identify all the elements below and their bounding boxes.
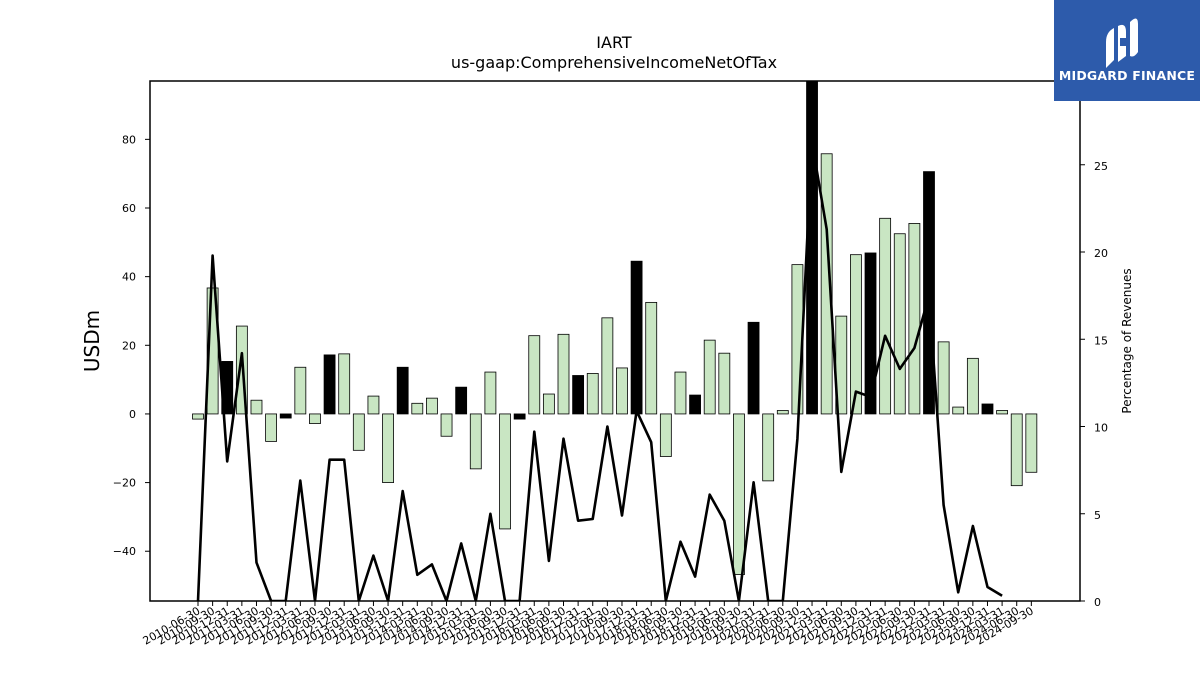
bar bbox=[382, 413, 394, 483]
bar bbox=[733, 413, 745, 575]
y-tick-label-right: 25 bbox=[1094, 160, 1108, 173]
bar bbox=[499, 413, 511, 530]
logo-text: MIDGARD FINANCE bbox=[1058, 68, 1196, 83]
chart-title: IART bbox=[596, 33, 632, 52]
y-tick-label-right: 10 bbox=[1094, 422, 1108, 435]
bar bbox=[572, 375, 585, 415]
bar bbox=[557, 333, 570, 415]
midgard-logo-icon bbox=[1106, 18, 1138, 68]
bar bbox=[542, 393, 555, 415]
bar bbox=[820, 153, 833, 415]
bar bbox=[776, 410, 789, 415]
y-tick-label-left: −40 bbox=[113, 545, 136, 558]
bar bbox=[426, 397, 438, 415]
bar bbox=[352, 413, 365, 451]
bar bbox=[309, 413, 321, 424]
y-tick-label-right: 15 bbox=[1094, 334, 1108, 347]
bar bbox=[367, 395, 380, 415]
y-axis-label-right: Percentage of Revenues bbox=[1120, 268, 1134, 413]
bar bbox=[703, 339, 716, 415]
brand-logo: MIDGARD FINANCE bbox=[1054, 0, 1200, 101]
bar bbox=[1010, 413, 1023, 487]
bar bbox=[952, 406, 965, 415]
bar bbox=[762, 413, 775, 482]
bar bbox=[411, 402, 424, 415]
bar bbox=[586, 373, 599, 415]
y-tick-label-left: −20 bbox=[113, 477, 136, 490]
line-layer bbox=[196, 140, 1003, 601]
bar bbox=[630, 260, 643, 415]
bar bbox=[747, 321, 760, 415]
axes-layer: −40−2002040608005101520252010-06-302010-… bbox=[113, 80, 1108, 648]
series-line bbox=[196, 140, 1003, 601]
bar bbox=[879, 217, 892, 415]
bar bbox=[455, 386, 468, 415]
y-tick-label-right: 0 bbox=[1094, 596, 1101, 609]
bar bbox=[440, 413, 453, 437]
bar bbox=[513, 413, 526, 420]
bar bbox=[265, 413, 278, 442]
bar bbox=[850, 254, 862, 415]
bar bbox=[923, 171, 935, 415]
plot-frame bbox=[149, 80, 1081, 602]
bar bbox=[645, 301, 658, 415]
bar bbox=[469, 413, 482, 470]
bar bbox=[908, 223, 921, 415]
bar bbox=[659, 413, 672, 457]
bar bbox=[601, 317, 614, 415]
y-tick-label-left: 20 bbox=[122, 339, 136, 352]
bar bbox=[484, 371, 497, 415]
y-tick-label-left: 80 bbox=[122, 133, 136, 146]
y-tick-label-right: 5 bbox=[1094, 509, 1101, 522]
bar bbox=[323, 354, 336, 415]
chart-subtitle: us-gaap:ComprehensiveIncomeNetOfTax bbox=[451, 53, 777, 72]
bar bbox=[616, 367, 628, 415]
bar bbox=[937, 341, 950, 415]
y-tick-label-left: 60 bbox=[122, 202, 136, 215]
bar bbox=[689, 394, 701, 415]
y-axis-label-left: USDm bbox=[80, 310, 104, 372]
bar bbox=[192, 413, 204, 420]
bar bbox=[966, 357, 979, 415]
y-tick-label-left: 40 bbox=[122, 271, 136, 284]
bar bbox=[718, 352, 731, 415]
bar bbox=[396, 366, 409, 415]
y-tick-label-left: 0 bbox=[129, 408, 136, 421]
y-tick-label-right: 20 bbox=[1094, 247, 1108, 260]
bar bbox=[294, 366, 307, 415]
bar bbox=[1025, 413, 1038, 473]
bar bbox=[893, 233, 906, 415]
bar bbox=[674, 371, 687, 415]
bar bbox=[806, 81, 818, 415]
bar bbox=[864, 252, 877, 415]
bar bbox=[996, 410, 1008, 415]
bar bbox=[338, 353, 351, 415]
bar bbox=[250, 399, 263, 415]
bar bbox=[981, 403, 994, 415]
bar bbox=[279, 413, 292, 419]
bar bbox=[528, 335, 541, 415]
bars-layer bbox=[192, 81, 1038, 575]
